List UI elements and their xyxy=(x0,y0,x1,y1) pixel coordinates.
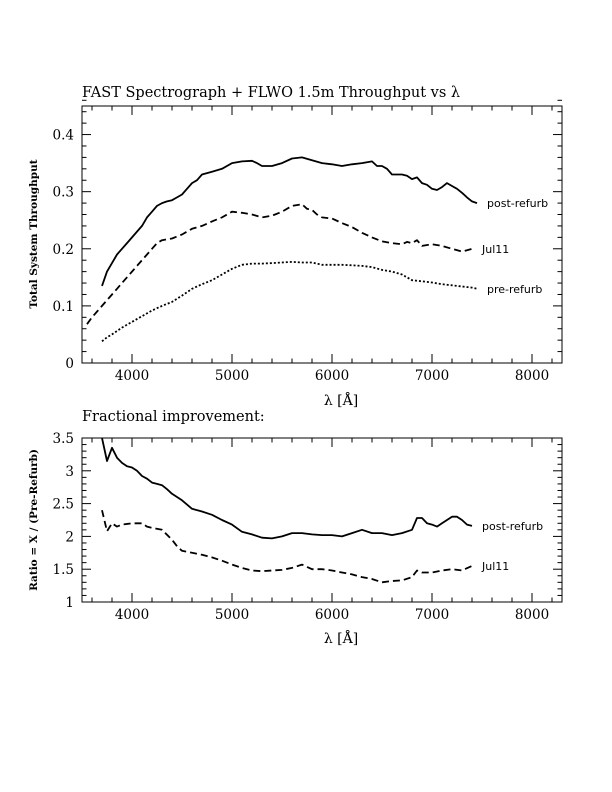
series-label-post-refurb: post-refurb xyxy=(482,520,543,533)
y-tick-label: 0.1 xyxy=(53,299,74,315)
throughput-title: FAST Spectrograph + FLWO 1.5m Throughput… xyxy=(82,85,460,101)
y-tick-label: 0.2 xyxy=(53,242,74,258)
ratio-panel: Fractional improvement: 4000 5000 6000 7000… xyxy=(28,409,563,647)
y-tick-label: 1 xyxy=(65,595,74,611)
x-tick-label: 6000 xyxy=(315,607,349,623)
ratio-y-axis-label: Ratio = X / (Pre-Refurb) xyxy=(28,449,40,591)
throughput-series-group xyxy=(86,156,478,343)
ratio-title: Fractional improvement: xyxy=(82,409,265,425)
throughput-series-labels: post-refurb Jul11 pre-refurb xyxy=(481,197,548,296)
series-line-post-refurb xyxy=(101,437,473,540)
y-tick-label: 2.5 xyxy=(53,497,74,513)
series-line-jul11 xyxy=(86,203,473,325)
x-tick-label: 5000 xyxy=(215,368,249,384)
y-tick-label: 0.3 xyxy=(53,185,74,201)
x-tick-label: 7000 xyxy=(415,368,449,384)
y-tick-label: 3 xyxy=(65,464,74,480)
series-label-post-refurb: post-refurb xyxy=(487,197,548,210)
y-tick-label: 0.4 xyxy=(53,128,74,144)
ratio-series-labels: post-refurb Jul11 xyxy=(481,520,543,573)
series-line-pre-refurb xyxy=(101,260,478,343)
y-tick-label: 1.5 xyxy=(53,562,74,578)
series-label-pre-refurb: pre-refurb xyxy=(487,283,542,296)
series-line-post-refurb xyxy=(101,156,478,287)
throughput-y-axis-label: Total System Throughput xyxy=(28,159,40,308)
throughput-x-axis-label: λ [Å] xyxy=(324,391,358,409)
throughput-plot-frame xyxy=(81,105,563,364)
x-tick-label: 7000 xyxy=(415,607,449,623)
ratio-plot-frame xyxy=(81,437,563,603)
x-tick-label: 8000 xyxy=(515,368,549,384)
y-tick-label: 3.5 xyxy=(53,431,74,447)
throughput-panel: FAST Spectrograph + FLWO 1.5m Throughput… xyxy=(28,85,563,409)
throughput-ticks: 4000 5000 6000 7000 8000 0 0.1 0.2 0.3 0.4 xyxy=(53,99,562,384)
y-tick-label: 2 xyxy=(65,529,74,545)
x-tick-label: 4000 xyxy=(115,607,149,623)
ratio-x-axis-label: λ [Å] xyxy=(324,629,358,647)
ratio-ticks: 4000 5000 6000 7000 8000 1 1.5 2 2.5 3 3.5 xyxy=(53,431,562,623)
x-tick-label: 4000 xyxy=(115,368,149,384)
y-tick-label: 0 xyxy=(65,356,74,372)
series-label-jul11: Jul11 xyxy=(481,560,509,573)
x-tick-label: 8000 xyxy=(515,607,549,623)
x-tick-label: 5000 xyxy=(215,607,249,623)
series-line-jul11 xyxy=(101,509,473,584)
ratio-series-group xyxy=(101,437,473,584)
x-tick-label: 6000 xyxy=(315,368,349,384)
series-label-jul11: Jul11 xyxy=(481,243,509,256)
